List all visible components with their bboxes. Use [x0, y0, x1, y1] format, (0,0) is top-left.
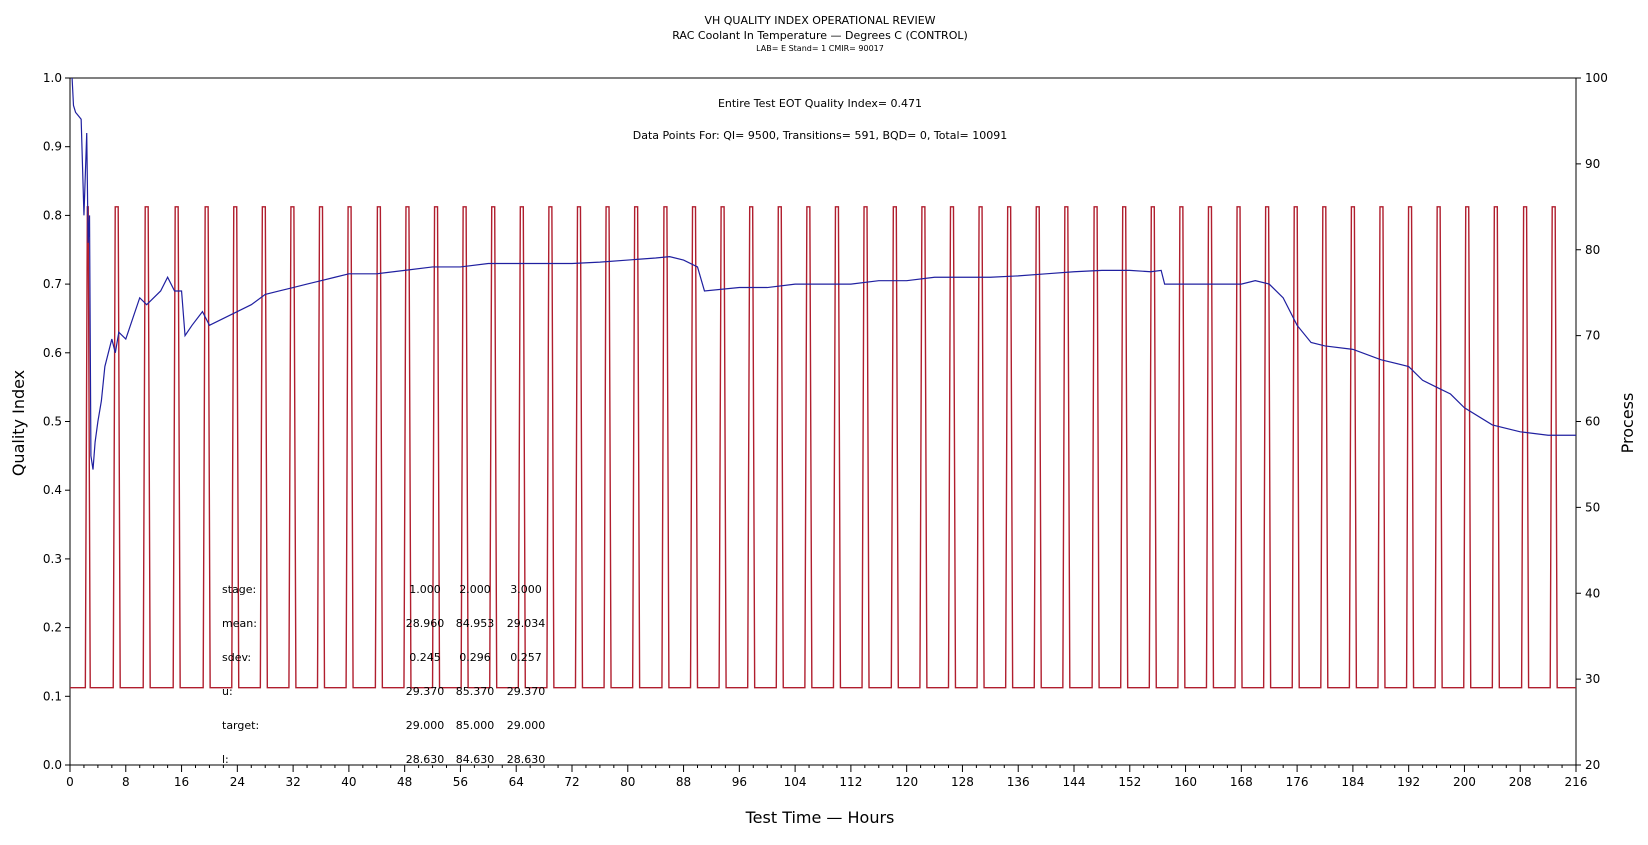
- x-tick-label: 40: [341, 775, 356, 789]
- stats-cell: 85.000: [456, 719, 495, 732]
- stats-cell: 28.630: [406, 753, 445, 766]
- chart-subtitle-2: LAB= E Stand= 1 CMIR= 90017: [756, 44, 884, 53]
- y2-axis-label: Process: [1618, 393, 1637, 454]
- y-tick-label: 0.3: [43, 552, 62, 566]
- x-axis: 0 8 16 24 32 40 48 56 64 72 80 88 96 104 112 120 128 136 1…: [66, 765, 1587, 789]
- annotation-eot-quality-index: Entire Test EOT Quality Index= 0.471: [718, 97, 922, 110]
- stats-cell: 0.245: [409, 651, 441, 664]
- y2-tick-label: 30: [1585, 672, 1600, 686]
- x-tick-label: 168: [1230, 775, 1253, 789]
- stats-row-label: mean:: [222, 617, 257, 630]
- y2-tick-label: 50: [1585, 500, 1600, 514]
- y-tick-label: 0.7: [43, 277, 62, 291]
- x-tick-label: 32: [285, 775, 300, 789]
- y2-tick-label: 90: [1585, 157, 1600, 171]
- x-tick-label: 112: [839, 775, 862, 789]
- stats-table: stage: 1.000 2.000 3.000 mean: 28.960 84.953 29…: [222, 583, 545, 766]
- stats-cell: 29.000: [507, 719, 546, 732]
- y2-tick-label: 100: [1585, 71, 1608, 85]
- y-tick-label: 1.0: [43, 71, 62, 85]
- y2-tick-label: 80: [1585, 243, 1600, 257]
- stats-cell: 28.630: [507, 753, 546, 766]
- x-tick-label: 160: [1174, 775, 1197, 789]
- x-tick-label: 48: [397, 775, 412, 789]
- stats-cell: 0.257: [510, 651, 542, 664]
- x-tick-label: 152: [1118, 775, 1141, 789]
- stats-cell: 2.000: [459, 583, 491, 596]
- stats-cell: 29.370: [406, 685, 445, 698]
- x-tick-label: 104: [784, 775, 807, 789]
- x-tick-label: 136: [1007, 775, 1030, 789]
- y-tick-label: 0.0: [43, 758, 62, 772]
- x-tick-label: 24: [230, 775, 245, 789]
- x-tick-label: 184: [1341, 775, 1364, 789]
- y2-tick-label: 20: [1585, 758, 1600, 772]
- stats-cell: 29.370: [507, 685, 546, 698]
- y-tick-label: 0.5: [43, 415, 62, 429]
- stats-row-label: sdev:: [222, 651, 251, 664]
- left-axis: 0.0 0.1 0.2 0.3 0.4 0.5 0.6 0.7 0.8 0.9 1.0: [43, 71, 70, 772]
- x-axis-label: Test Time — Hours: [745, 808, 895, 827]
- stats-cell: 85.370: [456, 685, 495, 698]
- stats-row-label: l:: [222, 753, 229, 766]
- x-tick-label: 192: [1397, 775, 1420, 789]
- process-series: [70, 206, 1576, 689]
- y-tick-label: 0.1: [43, 689, 62, 703]
- stats-cell: 84.953: [456, 617, 495, 630]
- stats-row-label: u:: [222, 685, 233, 698]
- y-tick-label: 0.8: [43, 208, 62, 222]
- y2-tick-label: 60: [1585, 415, 1600, 429]
- annotation-data-points: Data Points For: QI= 9500, Transitions= …: [633, 129, 1008, 142]
- x-tick-label: 120: [895, 775, 918, 789]
- stats-cell: 28.960: [406, 617, 445, 630]
- y-axis-label: Quality Index: [9, 370, 28, 476]
- x-tick-label: 208: [1509, 775, 1532, 789]
- x-tick-label: 88: [676, 775, 691, 789]
- stats-row-label: stage:: [222, 583, 256, 596]
- stats-cell: 0.296: [459, 651, 491, 664]
- y-tick-label: 0.6: [43, 346, 62, 360]
- y2-tick-label: 40: [1585, 586, 1600, 600]
- x-tick-label: 176: [1286, 775, 1309, 789]
- x-tick-label: 128: [951, 775, 974, 789]
- quality-index-line: [71, 77, 1576, 470]
- x-tick-label: 8: [122, 775, 130, 789]
- stats-cell: 3.000: [510, 583, 542, 596]
- stats-cell: 84.630: [456, 753, 495, 766]
- stats-cell: 1.000: [409, 583, 441, 596]
- x-tick-label: 144: [1063, 775, 1086, 789]
- x-tick-label: 80: [620, 775, 635, 789]
- x-tick-label: 216: [1565, 775, 1588, 789]
- x-tick-label: 64: [509, 775, 524, 789]
- quality-index-series: [71, 77, 1576, 470]
- x-tick-label: 72: [564, 775, 579, 789]
- stats-cell: 29.000: [406, 719, 445, 732]
- y-tick-label: 0.2: [43, 621, 62, 635]
- chart-title: VH QUALITY INDEX OPERATIONAL REVIEW: [704, 14, 935, 27]
- y2-tick-label: 70: [1585, 329, 1600, 343]
- stats-cell: 29.034: [507, 617, 546, 630]
- y-tick-label: 0.4: [43, 483, 62, 497]
- x-tick-label: 0: [66, 775, 74, 789]
- x-tick-label: 56: [453, 775, 468, 789]
- x-tick-label: 96: [732, 775, 747, 789]
- x-tick-label: 16: [174, 775, 189, 789]
- chart-subtitle: RAC Coolant In Temperature — Degrees C (…: [672, 29, 968, 42]
- right-axis: 20 30 40 50 60 70 80 90 100: [1576, 71, 1608, 772]
- y-tick-label: 0.9: [43, 140, 62, 154]
- x-tick-label: 200: [1453, 775, 1476, 789]
- stats-row-label: target:: [222, 719, 259, 732]
- process-line: [70, 206, 1576, 689]
